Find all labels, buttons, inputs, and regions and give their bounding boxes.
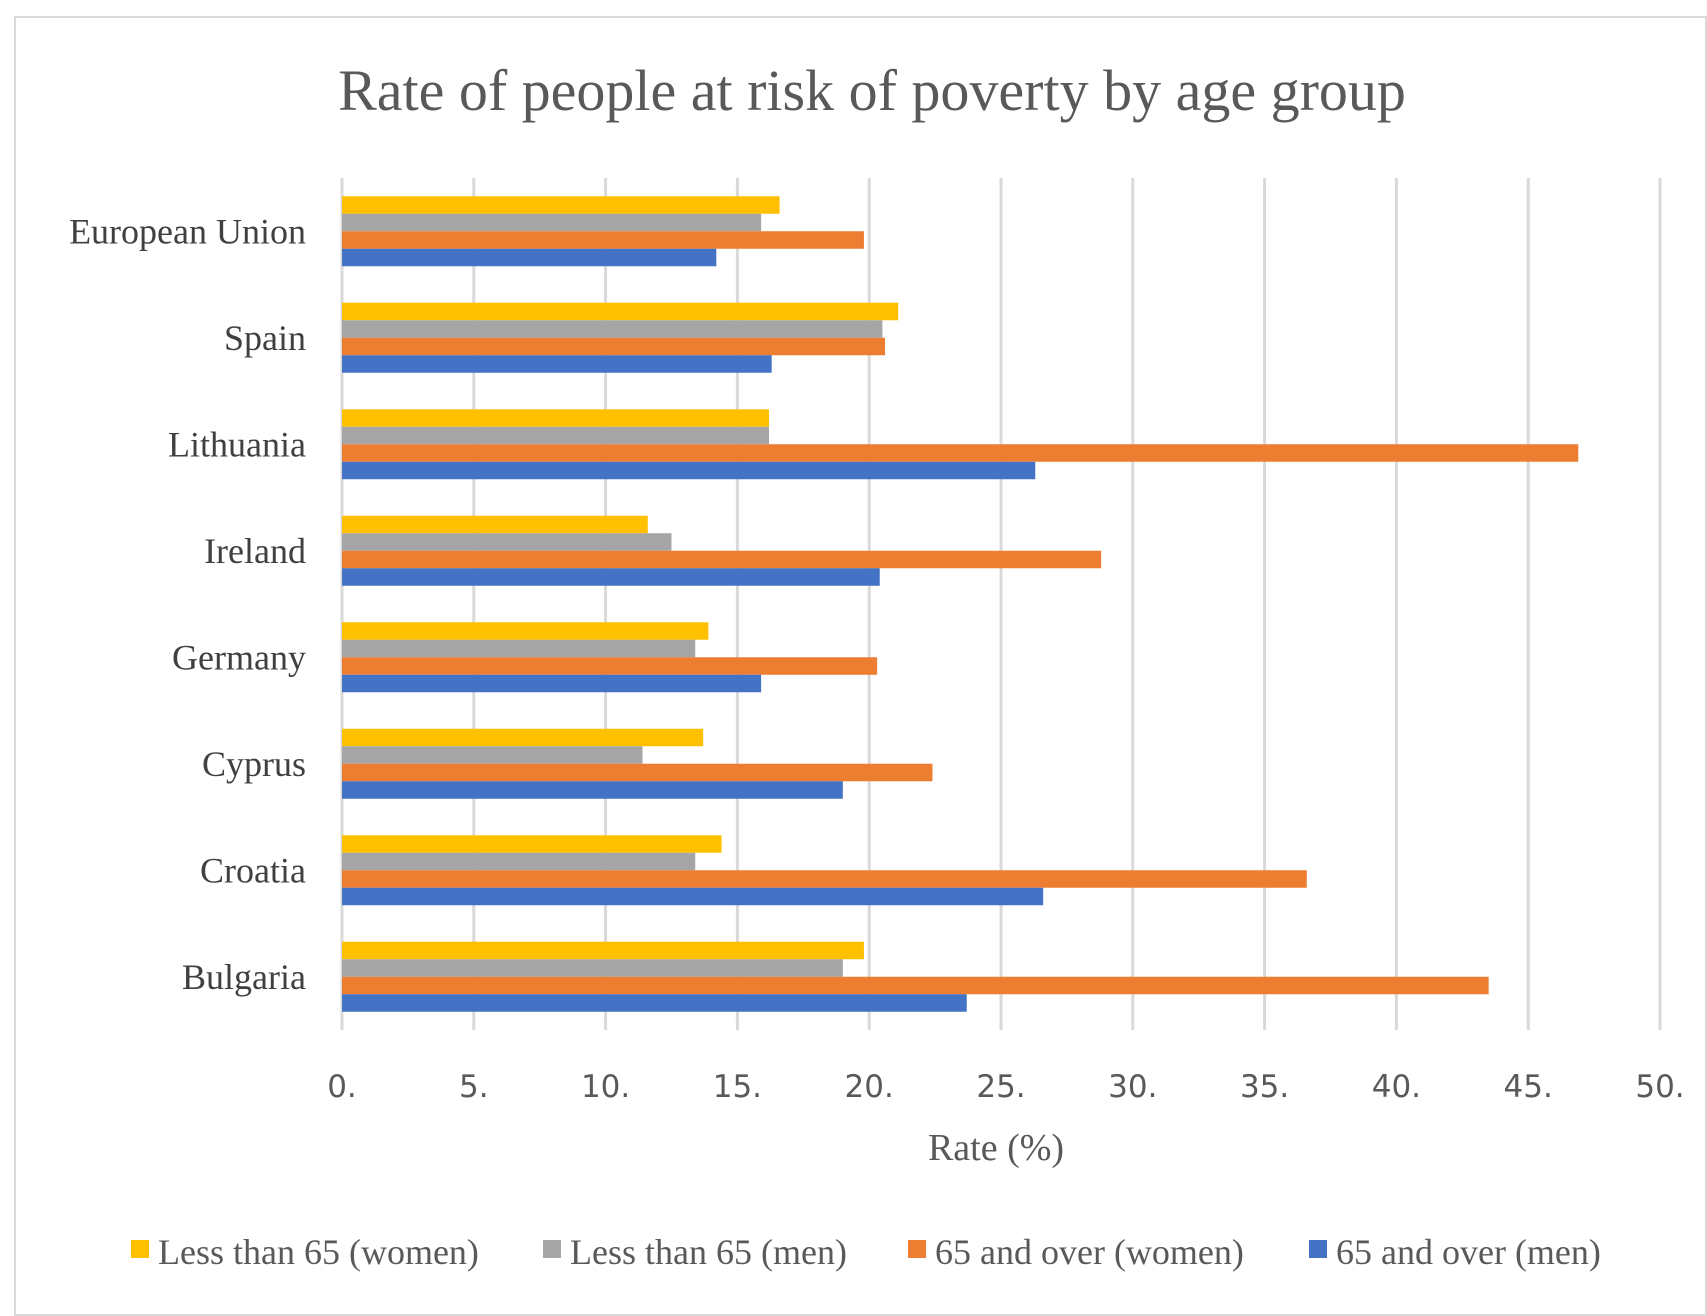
bar [342, 515, 648, 534]
bar [342, 196, 780, 214]
x-tick-labels: 0. 5. 10. 15. 20. 25. 30. 35. 40. 45. 50. [327, 1069, 1684, 1105]
bar [342, 639, 696, 658]
category-label: Lithuania [168, 424, 306, 464]
category-label: Croatia [200, 850, 306, 890]
x-tick-label: 30. [1108, 1069, 1157, 1105]
bar [342, 852, 696, 871]
x-tick-label: 35. [1240, 1069, 1289, 1105]
category-labels: European Union Spain Lithuania Ireland Germa… [69, 211, 306, 997]
legend-label: 65 and over (men) [1336, 1232, 1601, 1272]
legend-label: Less than 65 (men) [570, 1232, 847, 1272]
bar [342, 355, 772, 373]
legend-swatch [543, 1240, 561, 1258]
legend-swatch [131, 1240, 149, 1258]
bar [342, 461, 1036, 480]
bar [342, 213, 762, 232]
bar [342, 941, 864, 960]
bar [342, 568, 880, 586]
bar [342, 674, 762, 693]
x-tick-label: 5. [459, 1069, 489, 1105]
bar [342, 409, 770, 427]
bar [342, 870, 1307, 888]
category-label: Cyprus [202, 744, 306, 784]
x-tick-label: 10. [581, 1069, 630, 1105]
bar [342, 302, 899, 321]
chart-title: Rate of people at risk of poverty by age… [338, 58, 1406, 123]
x-tick-label: 40. [1372, 1069, 1421, 1105]
x-tick-label: 0. [327, 1069, 357, 1105]
bar [342, 959, 843, 977]
x-axis-title: Rate (%) [928, 1127, 1064, 1169]
bars [342, 196, 1579, 1012]
legend: Less than 65 (women) Less than 65 (men) 65… [131, 1232, 1601, 1272]
category-label: Germany [172, 637, 306, 677]
legend-swatch [1309, 1240, 1327, 1258]
bar [342, 231, 864, 249]
bar [342, 976, 1489, 995]
bar [342, 320, 883, 338]
category-label: Bulgaria [182, 957, 306, 997]
x-tick-label: 20. [845, 1069, 894, 1105]
bar [342, 444, 1579, 462]
category-label: European Union [69, 211, 306, 251]
bar [342, 887, 1044, 906]
bar [342, 728, 704, 747]
legend-label: Less than 65 (women) [158, 1232, 479, 1272]
legend-label: 65 and over (women) [935, 1232, 1244, 1272]
x-tick-label: 50. [1635, 1069, 1684, 1105]
bar [342, 763, 933, 782]
bar [342, 622, 709, 640]
bar [342, 337, 886, 356]
legend-swatch [908, 1240, 926, 1258]
x-tick-label: 25. [976, 1069, 1025, 1105]
bar [342, 426, 770, 445]
category-label: Ireland [204, 531, 306, 571]
category-label: Spain [224, 318, 306, 358]
bar [342, 781, 843, 799]
bar [342, 994, 967, 1012]
bar [342, 550, 1102, 569]
bar [342, 835, 722, 853]
bar [342, 533, 672, 551]
x-tick-label: 45. [1504, 1069, 1553, 1105]
bar [342, 657, 878, 675]
bar [342, 746, 643, 764]
bar [342, 248, 717, 267]
x-tick-label: 15. [713, 1069, 762, 1105]
